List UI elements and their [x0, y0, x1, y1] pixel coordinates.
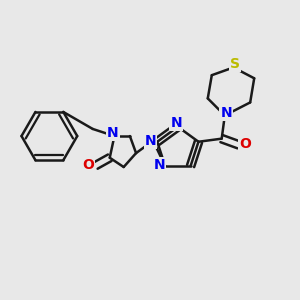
Text: N: N [220, 106, 232, 120]
Text: S: S [230, 57, 240, 71]
Text: O: O [82, 158, 94, 172]
Text: N: N [154, 158, 165, 172]
Text: O: O [240, 137, 251, 151]
Text: N: N [107, 126, 119, 140]
Text: N: N [170, 116, 182, 130]
Text: N: N [145, 134, 156, 148]
